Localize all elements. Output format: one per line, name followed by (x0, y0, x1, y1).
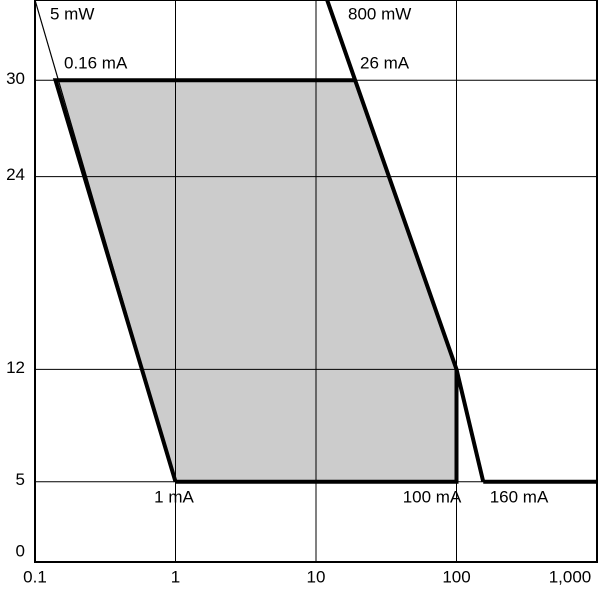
annotation: 1 mA (154, 487, 194, 506)
plot-frame (34, 0, 598, 563)
boundary-line (325, 0, 486, 483)
y-tick-label: 30 (6, 69, 25, 88)
y-tick-label: 12 (6, 358, 25, 377)
y-tick-label: 0 (16, 541, 25, 560)
x-tick-label: 1 (171, 567, 180, 586)
y-tick-label: 24 (6, 165, 25, 184)
x-tick-label: 100 (442, 567, 470, 586)
x-tick-label: 0.1 (23, 567, 47, 586)
annotation: 100 mA (403, 487, 462, 506)
annotation: 5 mW (50, 4, 94, 23)
annotation: 26 mA (360, 53, 410, 72)
operating-region (55, 80, 457, 482)
x-tick-label: 10 (307, 567, 326, 586)
boundary-line (175, 369, 459, 484)
annotation: 800 mW (348, 4, 411, 23)
x-tick-label: 1,000 (549, 567, 592, 586)
boundary-line (52, 78, 356, 483)
annotation: 0.16 mA (64, 53, 128, 72)
y-tick-label: 5 (16, 470, 25, 489)
annotation: 160 mA (490, 487, 549, 506)
